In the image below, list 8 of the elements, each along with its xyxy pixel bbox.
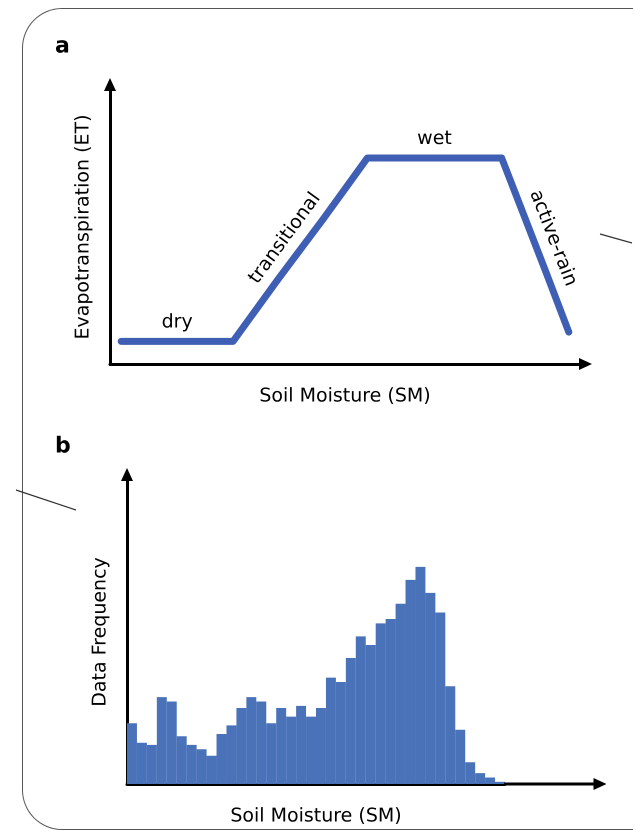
chart-title: b <box>55 434 71 458</box>
chart-title: a <box>55 34 70 58</box>
y-axis-title: Evapotranspiration (ET) <box>72 114 94 340</box>
x-axis-title: Soil Moisture (SM) <box>230 804 402 826</box>
annotation: dry <box>162 310 193 332</box>
y-axis-title: Data Frequency <box>88 557 110 707</box>
x-axis-title: Soil Moisture (SM) <box>259 384 431 406</box>
text: wet <box>417 126 452 149</box>
